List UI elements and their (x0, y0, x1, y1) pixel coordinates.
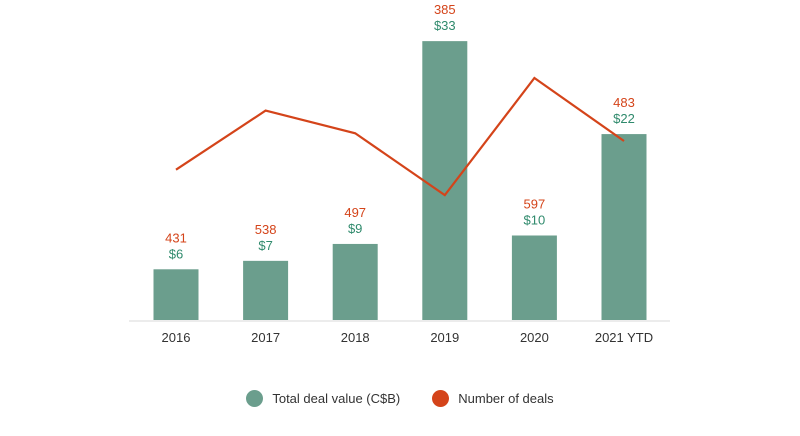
legend-swatch-number-of-deals (432, 390, 450, 407)
bar (332, 243, 378, 320)
bar (601, 134, 647, 320)
deal-count-label: 385 (434, 2, 456, 17)
legend-label-deal-value: Total deal value (C$B) (272, 391, 401, 406)
deal-count-label: 431 (165, 230, 187, 245)
deal-count-label: 597 (524, 196, 546, 211)
bar-value-label: $9 (348, 221, 362, 236)
deal-count-label: 483 (613, 95, 635, 110)
bar (243, 260, 289, 320)
legend-item-number-of-deals[interactable]: Number of deals (432, 390, 554, 407)
bar-value-label: $22 (613, 111, 635, 126)
bar-value-label: $10 (524, 212, 546, 227)
x-tick-label: 2016 (162, 330, 191, 345)
legend-item-deal-value[interactable]: Total deal value (C$B) (246, 390, 400, 407)
deal-count-label: 538 (255, 222, 277, 237)
bar-value-label: $6 (169, 246, 183, 261)
legend: Total deal value (C$B) Number of deals (0, 390, 800, 407)
bar-value-label: $33 (434, 18, 456, 33)
deals-line (175, 76, 625, 197)
bar (422, 41, 468, 320)
x-tick-label: 2021 YTD (595, 330, 653, 345)
bar (153, 269, 199, 320)
legend-label-number-of-deals: Number of deals (458, 391, 554, 406)
legend-swatch-deal-value (246, 390, 264, 407)
deal-count-label: 497 (344, 205, 366, 220)
x-tick-label: 2020 (520, 330, 549, 345)
x-tick-label: 2018 (341, 330, 370, 345)
x-tick-label: 2019 (430, 330, 459, 345)
x-tick-label: 2017 (251, 330, 280, 345)
bar-value-label: $7 (258, 238, 272, 253)
bar (511, 235, 557, 320)
